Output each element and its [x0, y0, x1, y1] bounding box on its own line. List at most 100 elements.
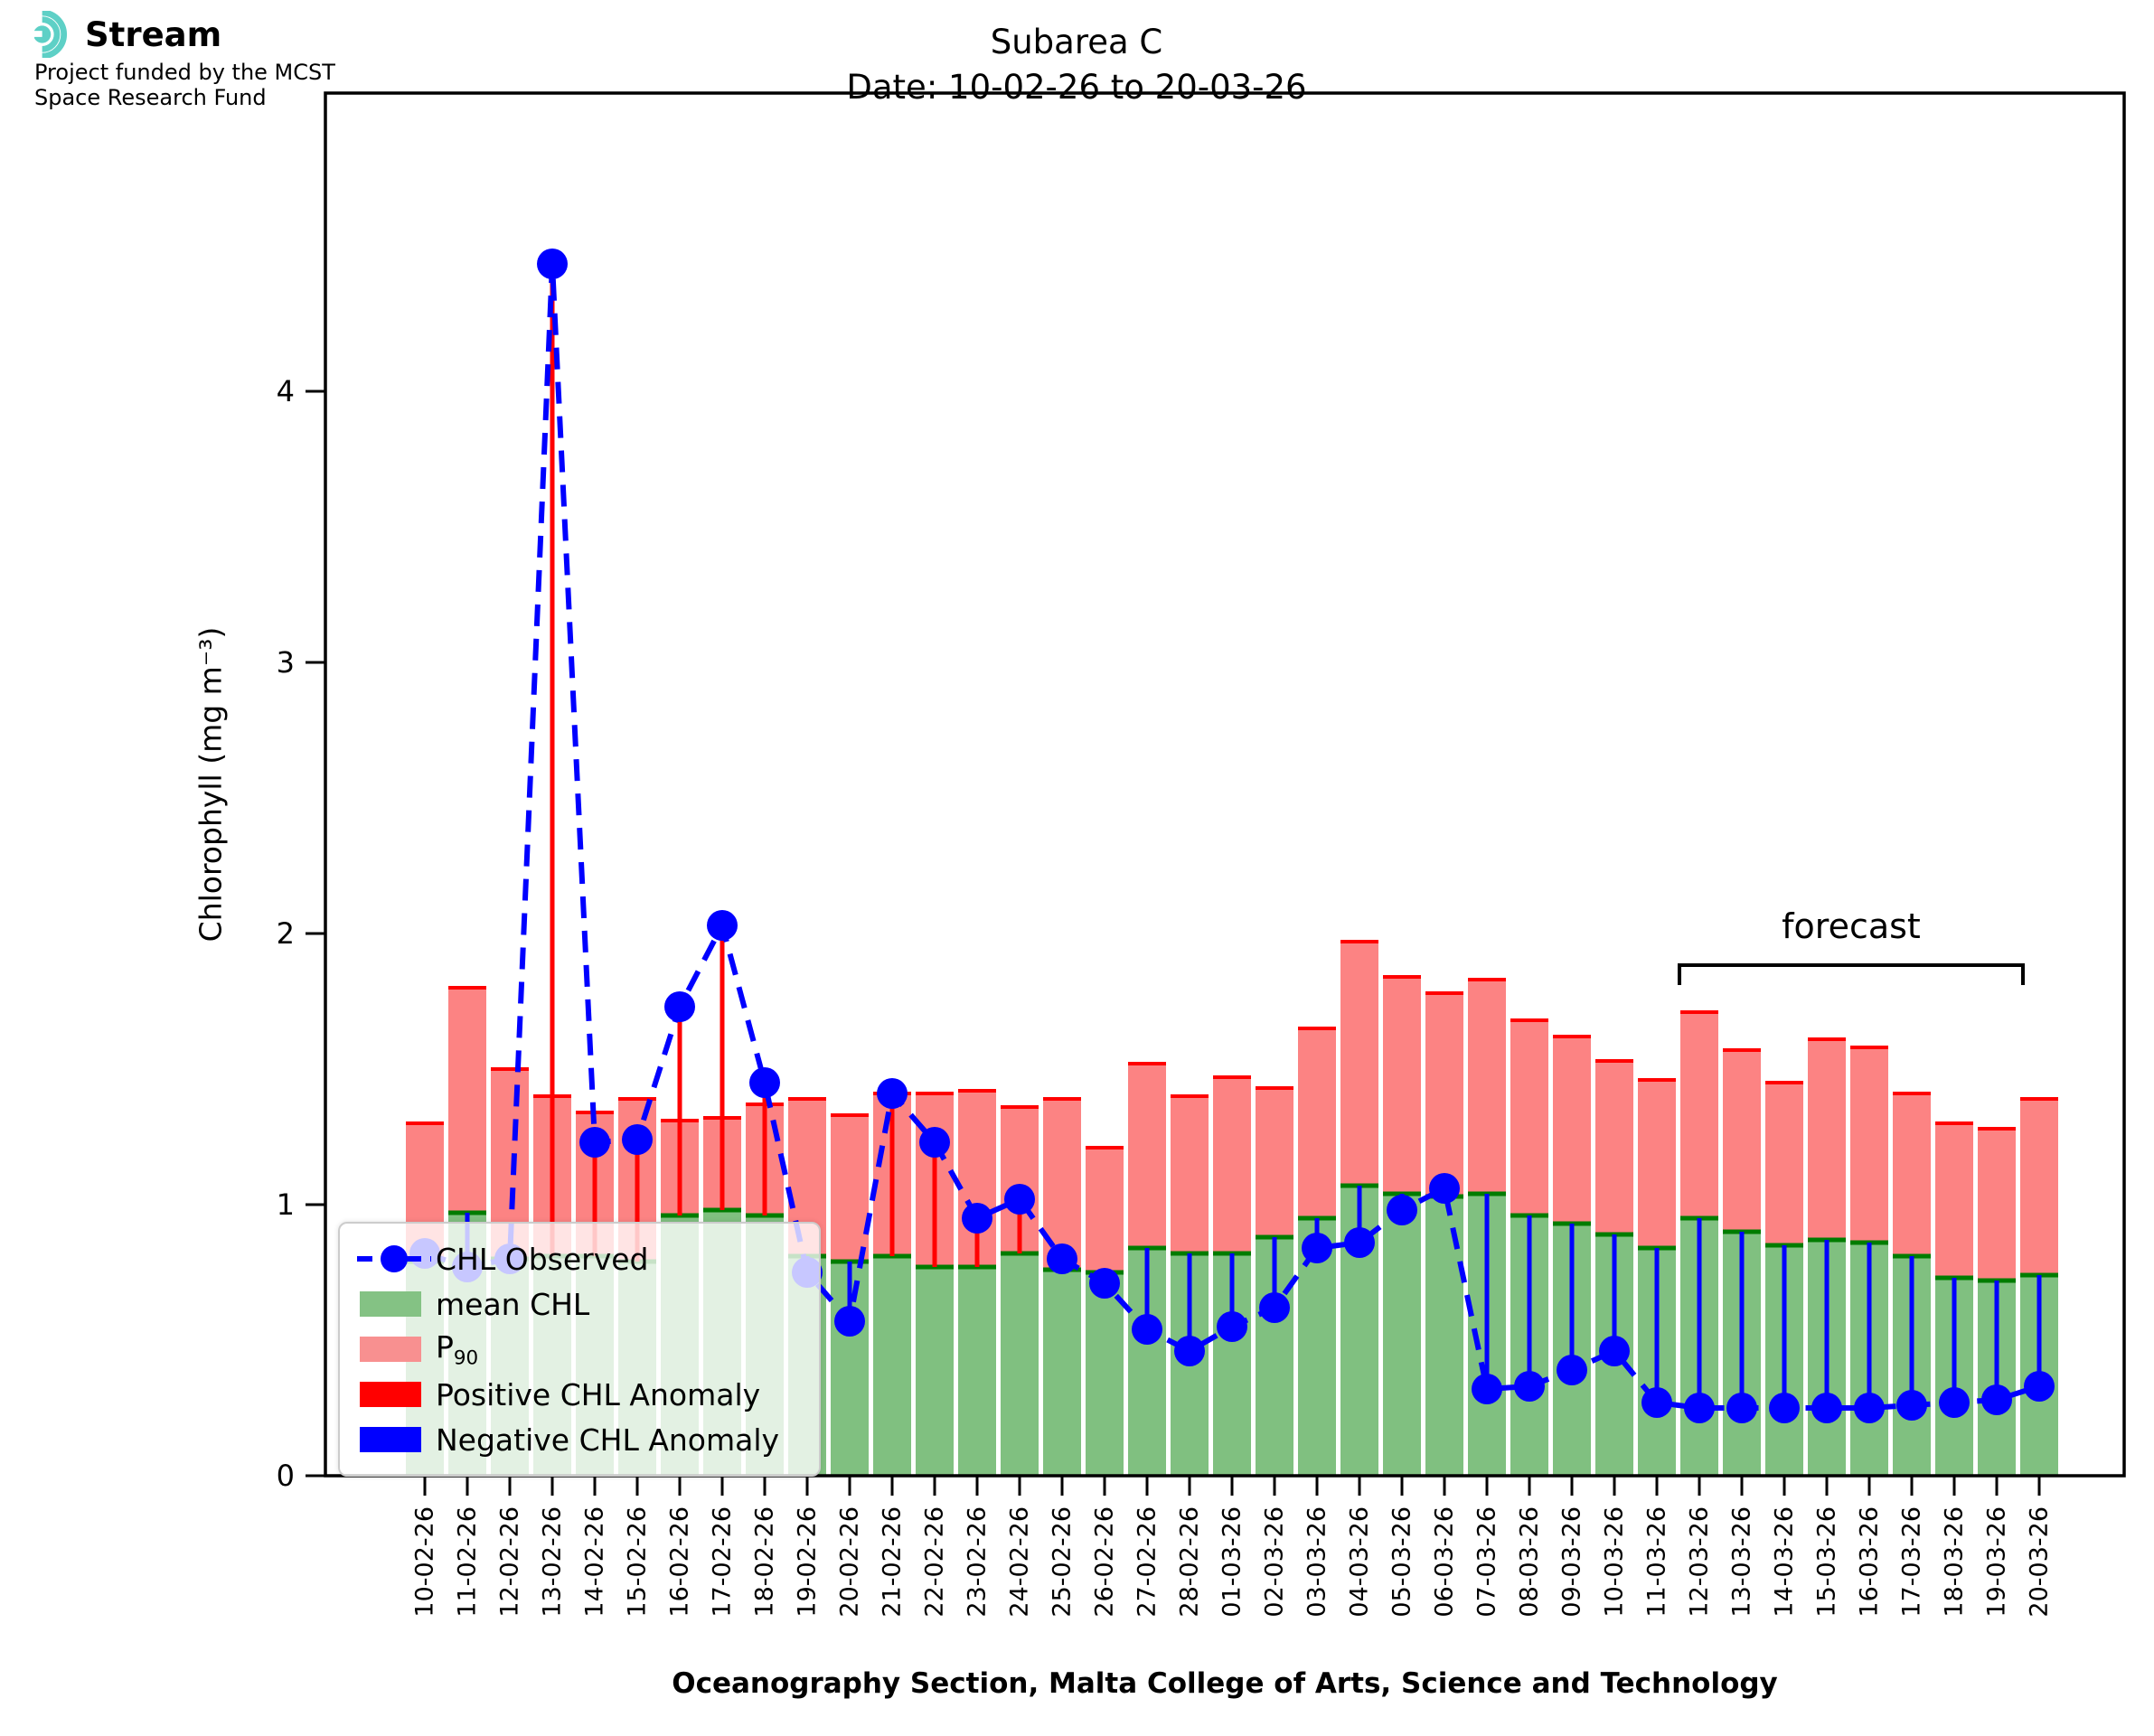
chl-observed-point	[1939, 1387, 1970, 1418]
x-tick-label: 22-02-26	[921, 1506, 949, 1618]
negative-anomaly-swatch	[353, 1422, 436, 1457]
legend-label-negative-anomaly: Negative CHL Anomaly	[436, 1422, 780, 1458]
x-tick-label: 13-02-26	[539, 1506, 567, 1618]
x-tick-label: 15-02-26	[624, 1506, 652, 1618]
forecast-label: forecast	[1782, 906, 1921, 946]
title-date-range: Date: 10-02-26 to 20-03-26	[846, 68, 1307, 107]
y-tick-label: 4	[277, 374, 295, 408]
axes-layer: 0 1 2 3 4 10-02-26 11-02-26 12-02-26 13-02-26 14-…	[277, 91, 2126, 1618]
chl-observed-point	[834, 1306, 865, 1337]
chl-observed-point	[1302, 1233, 1332, 1263]
chl-observed-point	[579, 1127, 610, 1158]
chl-observed-point	[1557, 1355, 1587, 1385]
chl-observed-point	[1344, 1227, 1375, 1258]
x-tick-label: 03-03-26	[1303, 1506, 1331, 1618]
chl-observed-point	[1514, 1371, 1545, 1402]
x-tick-label: 27-02-26	[1133, 1506, 1162, 1618]
chl-observed-point	[1259, 1292, 1290, 1323]
chl-observed-point	[1047, 1243, 1077, 1274]
stream-waves-icon	[34, 11, 67, 58]
positive-anomaly-swatch	[353, 1377, 436, 1412]
observed-line-layer	[409, 249, 2055, 1423]
x-tick-label: 11-02-26	[454, 1506, 482, 1618]
x-tick-label: 19-03-26	[1983, 1506, 2011, 1618]
chl-observed-point	[1981, 1384, 2012, 1415]
chl-observed-point	[1769, 1393, 1800, 1423]
chl-observed-point	[1854, 1393, 1885, 1423]
chart-legend: CHL Observed mean CHL P90	[338, 1222, 821, 1477]
y-tick-label: 1	[277, 1187, 295, 1222]
chl-observed-point	[877, 1078, 908, 1109]
x-tick-label: 28-02-26	[1176, 1506, 1204, 1618]
chl-observed-point	[1387, 1195, 1417, 1225]
mean-chl-bar	[916, 1267, 954, 1476]
x-tick-label: 24-02-26	[1006, 1506, 1034, 1618]
legend-label-mean-chl: mean CHL	[436, 1286, 590, 1322]
chl-observed-point	[1429, 1173, 1460, 1204]
legend-label-chl-observed: CHL Observed	[436, 1241, 649, 1277]
x-tick-label: 11-03-26	[1643, 1506, 1671, 1618]
x-tick-label: 18-03-26	[1941, 1506, 1969, 1618]
x-tick-label: 04-03-26	[1346, 1506, 1374, 1618]
chl-observed-point	[537, 249, 568, 279]
chl-observed-point	[1132, 1314, 1162, 1345]
x-tick-label: 14-02-26	[581, 1506, 609, 1618]
chl-observed-line-sample	[353, 1242, 436, 1276]
chl-observed-point	[1811, 1393, 1842, 1423]
x-tick-label: 07-03-26	[1473, 1506, 1501, 1618]
legend-item-chl-observed: CHL Observed	[353, 1236, 803, 1281]
x-tick-label: 05-03-26	[1388, 1506, 1416, 1618]
x-tick-label: 12-02-26	[496, 1506, 524, 1618]
annotation-layer: forecast	[1678, 906, 2025, 985]
chl-observed-point	[919, 1127, 950, 1158]
chl-observed-point	[1089, 1268, 1120, 1299]
x-axis-caption: Oceanography Section, Malta College of A…	[672, 1667, 1778, 1700]
chl-observed-point	[962, 1203, 992, 1234]
x-tick-label: 17-02-26	[709, 1506, 737, 1618]
y-tick-label: 3	[277, 645, 295, 680]
x-tick-label: 17-03-26	[1898, 1506, 1926, 1618]
x-tick-label: 01-03-26	[1218, 1506, 1246, 1618]
chl-observed-point	[1641, 1387, 1672, 1418]
figure-title: Subarea C Date: 10-02-26 to 20-03-26	[846, 20, 1306, 110]
chl-observed-point	[707, 910, 738, 941]
x-tick-label: 16-02-26	[666, 1506, 694, 1618]
chl-observed-point	[1726, 1393, 1757, 1423]
x-tick-label: 06-03-26	[1431, 1506, 1459, 1618]
mean-chl-bar	[1001, 1253, 1039, 1476]
chl-observed-point	[2024, 1371, 2055, 1402]
mean-chl-bar	[1383, 1194, 1421, 1476]
chl-observed-point	[1174, 1336, 1205, 1366]
chl-observed-point	[1599, 1336, 1630, 1366]
x-tick-label: 21-02-26	[879, 1506, 907, 1618]
logo-subtitle-line2: Space Research Fund	[34, 85, 267, 110]
chl-observed-point	[1004, 1184, 1035, 1215]
x-tick-label: 13-03-26	[1728, 1506, 1756, 1618]
x-tick-label: 16-03-26	[1856, 1506, 1884, 1618]
chl-observed-point	[1896, 1390, 1927, 1421]
legend-item-mean-chl: mean CHL	[353, 1281, 803, 1327]
x-tick-label: 23-02-26	[964, 1506, 992, 1618]
x-tick-label: 08-03-26	[1516, 1506, 1544, 1618]
chl-observed-point	[1217, 1311, 1247, 1342]
x-tick-label: 10-03-26	[1601, 1506, 1629, 1618]
x-tick-label: 14-03-26	[1771, 1506, 1799, 1618]
mean-chl-bar	[1043, 1270, 1081, 1476]
plot-box	[324, 91, 2126, 1478]
x-tick-label: 19-02-26	[794, 1506, 822, 1618]
forecast-bracket	[1678, 963, 2025, 985]
brand-name: Stream	[85, 14, 222, 54]
y-tick-label: 2	[277, 916, 295, 951]
legend-label-positive-anomaly: Positive CHL Anomaly	[436, 1376, 761, 1412]
logo-subtitle-line1: Project funded by the MCST	[34, 60, 335, 85]
p90-swatch	[353, 1332, 436, 1366]
x-tick-label: 18-02-26	[751, 1506, 779, 1618]
chl-observed-point	[749, 1067, 780, 1098]
x-tick-label: 10-02-26	[411, 1506, 439, 1618]
legend-item-negative-anomaly: Negative CHL Anomaly	[353, 1417, 803, 1462]
mean-chl-swatch	[353, 1287, 436, 1321]
mean-chl-bar	[873, 1256, 911, 1476]
chl-observed-point	[1684, 1393, 1715, 1423]
